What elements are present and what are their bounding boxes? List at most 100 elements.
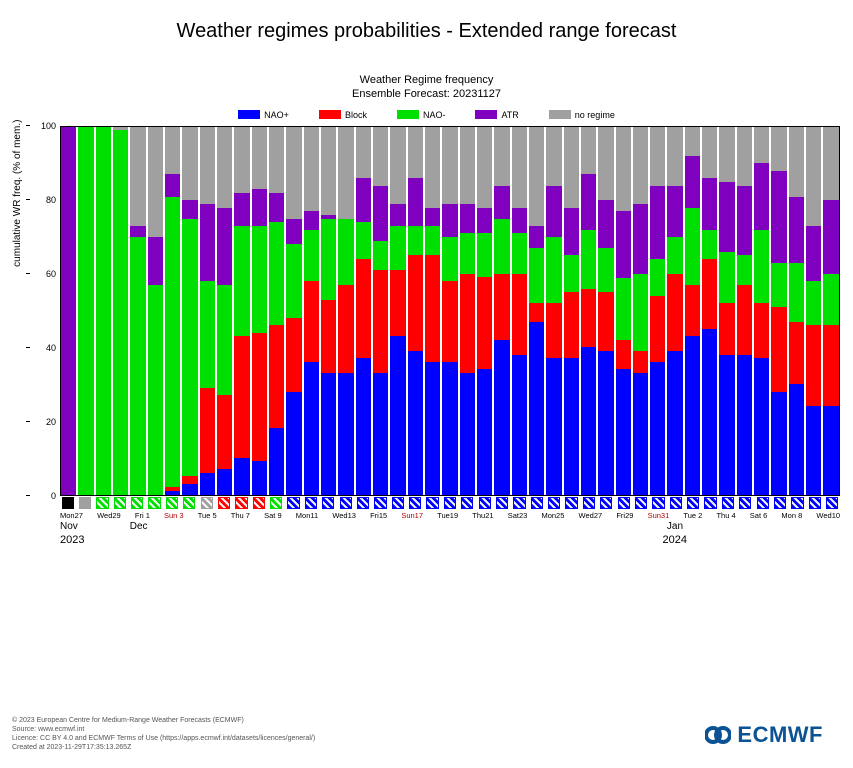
bar-segment-block [234, 336, 249, 457]
bar-segment-block [269, 325, 284, 428]
month-label [407, 521, 424, 532]
chart-subtitle: Weather Regime frequency Ensemble Foreca… [10, 73, 843, 102]
bar-segment-atr [789, 197, 804, 263]
month-label [563, 521, 580, 532]
month-label [286, 521, 303, 532]
marker-box [409, 497, 421, 509]
bar-segment-nao_minus [78, 127, 93, 495]
bar-column [494, 127, 511, 495]
bar-segment-nao_plus [269, 428, 284, 494]
year-label [441, 534, 458, 546]
bar-segment-nao_minus [719, 252, 734, 304]
marker-cell [494, 496, 511, 510]
marker-box [531, 497, 543, 509]
bar-segment-no_regime [356, 127, 371, 179]
marker-cell [60, 496, 77, 510]
x-tick-label: Sun17 [401, 512, 423, 520]
bar-segment-block [390, 270, 405, 336]
year-label [407, 534, 424, 546]
x-tick-label [494, 512, 508, 520]
bar-segment-atr [200, 204, 215, 281]
bar-segment-atr [546, 186, 561, 238]
bar-segment-no_regime [182, 127, 197, 201]
bar-column [165, 127, 182, 495]
month-label [112, 521, 129, 532]
bar-segment-nao_plus [442, 362, 457, 494]
bar-segment-nao_minus [113, 130, 128, 494]
bar-segment-nao_minus [546, 237, 561, 303]
bar-segment-block [425, 255, 440, 362]
month-label [165, 521, 182, 532]
x-tick-label: Tue19 [437, 512, 458, 520]
bar-column [564, 127, 581, 495]
bar-segment-no_regime [148, 127, 163, 237]
bar-segment-nao_plus [425, 362, 440, 494]
bar-segment-nao_minus [650, 259, 665, 296]
marker-cell [182, 496, 199, 510]
bar-column [442, 127, 459, 495]
bar-segment-nao_plus [737, 355, 752, 495]
bar-segment-no_regime [425, 127, 440, 208]
marker-box [652, 497, 664, 509]
bar-segment-no_regime [286, 127, 301, 219]
bar-segment-nao_plus [771, 392, 786, 495]
x-tick-label [282, 512, 296, 520]
bar-segment-atr [719, 182, 734, 252]
ecmwf-logo-icon [705, 724, 731, 746]
marker-box [183, 497, 195, 509]
footer-line2: Source: www.ecmwf.int [12, 726, 84, 733]
marker-strip [60, 496, 840, 510]
year-label: 2023 [60, 534, 84, 546]
bar-segment-no_regime [512, 127, 527, 208]
bar-segment-no_regime [494, 127, 509, 186]
month-label: Nov [60, 521, 78, 532]
bar-segment-nao_minus [304, 230, 319, 282]
bar-segment-atr [286, 219, 301, 245]
marker-cell [216, 496, 233, 510]
marker-box [444, 497, 456, 509]
x-tick-label [184, 512, 198, 520]
x-tick-label: Sat 9 [264, 512, 282, 520]
bar-segment-block [286, 318, 301, 392]
bar-segment-no_regime [667, 127, 682, 186]
marker-box [305, 497, 317, 509]
ecmwf-logo-text: ECMWF [737, 722, 823, 748]
bar-segment-no_regime [460, 127, 475, 204]
bar-segment-block [806, 325, 821, 406]
bar-segment-atr [633, 204, 648, 274]
bar-column [616, 127, 633, 495]
year-label [560, 534, 577, 546]
year-label: 2024 [662, 534, 686, 546]
year-label [390, 534, 407, 546]
bar-segment-block [338, 285, 353, 373]
marker-cell [199, 496, 216, 510]
bar-segment-nao_plus [321, 373, 336, 494]
year-label [152, 534, 169, 546]
year-label [755, 534, 772, 546]
bar-segment-no_regime [581, 127, 596, 175]
month-label [373, 521, 390, 532]
bar-segment-no_regime [546, 127, 561, 186]
year-label [254, 534, 271, 546]
marker-box [218, 497, 230, 509]
bar-segment-no_regime [269, 127, 284, 193]
bar-segment-nao_plus [234, 458, 249, 495]
bar-segment-no_regime [564, 127, 579, 208]
bar-segment-nao_minus [269, 222, 284, 325]
x-tick-label: Mon27 [60, 512, 83, 520]
x-tick-label [83, 512, 97, 520]
bar-segment-atr [165, 174, 180, 196]
marker-cell [112, 496, 129, 510]
x-tick-labels: Mon27Wed29Fri 1Sun 3Tue 5Thu 7Sat 9Mon11… [60, 512, 840, 520]
marker-box [79, 497, 91, 509]
year-label [721, 534, 738, 546]
bar-segment-nao_minus [806, 281, 821, 325]
bar-segment-atr [616, 211, 631, 277]
bar-segment-block [823, 325, 838, 406]
bar-segment-block [408, 255, 423, 351]
marker-box [548, 497, 560, 509]
x-tick-label [633, 512, 647, 520]
bar-column [806, 127, 823, 495]
bar-segment-no_regime [650, 127, 665, 186]
marker-box [426, 497, 438, 509]
